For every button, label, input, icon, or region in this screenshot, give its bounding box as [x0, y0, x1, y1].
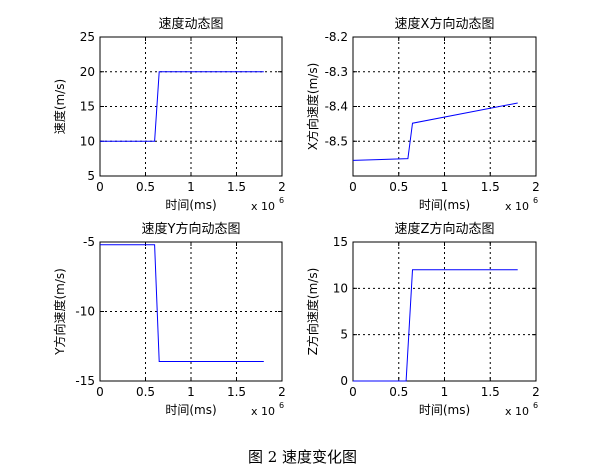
- y-axis-label: Z方向速度(m/s): [305, 268, 320, 356]
- y-tick-label: 25: [80, 30, 95, 44]
- x-tick-label: 1: [441, 385, 449, 399]
- x-tick-label: 0: [96, 385, 104, 399]
- x-exponent-label: x 10: [505, 200, 529, 213]
- x-axis-label: 时间(ms): [419, 198, 470, 212]
- x-exponent-power: 6: [279, 196, 284, 205]
- series-line-1: [353, 269, 518, 382]
- x-tick-label: 1: [187, 385, 195, 399]
- series-line-1: [100, 244, 264, 362]
- chart-title: 速度X方向动态图: [395, 16, 495, 32]
- y-axis-label: Y方向速度(m/s): [52, 268, 67, 356]
- y-tick-label: 15: [80, 100, 95, 114]
- x-tick-label: 1.5: [227, 385, 246, 399]
- x-tick-label: 1.5: [481, 180, 500, 194]
- x-tick-label: 0.5: [136, 385, 155, 399]
- x-axis-label: 时间(ms): [419, 403, 470, 417]
- x-exponent-power: 6: [279, 401, 284, 410]
- x-tick-label: 2: [278, 385, 286, 399]
- y-axis-label: 速度(m/s): [52, 79, 67, 134]
- y-tick-label: -5: [83, 235, 95, 249]
- x-exponent-label: x 10: [251, 200, 275, 213]
- y-tick-label: -8.5: [325, 134, 348, 148]
- x-tick-label: 2: [532, 180, 540, 194]
- x-exponent-label: x 10: [505, 405, 529, 418]
- y-axis-label: X方向速度(m/s): [305, 63, 320, 151]
- y-tick-label: 10: [80, 134, 95, 148]
- y-tick-label: -10: [75, 305, 95, 319]
- x-tick-label: 2: [278, 180, 286, 194]
- x-tick-label: 1: [187, 180, 195, 194]
- x-axis-label: 时间(ms): [165, 403, 216, 417]
- y-tick-label: 20: [80, 65, 95, 79]
- chart-title: 速度Z方向动态图: [395, 221, 495, 237]
- y-tick-label: 15: [333, 235, 348, 249]
- x-exponent-power: 6: [533, 401, 538, 410]
- x-axis-label: 时间(ms): [165, 198, 216, 212]
- figure-caption: 图 2 速度变化图: [247, 448, 358, 466]
- chart-title: 速度Y方向动态图: [142, 221, 241, 237]
- y-tick-label: -8.4: [325, 100, 348, 114]
- x-exponent-label: x 10: [251, 405, 275, 418]
- x-tick-label: 1: [441, 180, 449, 194]
- x-exponent-power: 6: [533, 196, 538, 205]
- series-line-1: [100, 71, 264, 142]
- x-tick-label: 0.5: [389, 180, 408, 194]
- y-tick-label: -8.2: [325, 30, 348, 44]
- x-tick-label: 0: [349, 385, 357, 399]
- series-line-1: [352, 102, 518, 161]
- x-tick-label: 1.5: [481, 385, 500, 399]
- x-tick-label: 1.5: [227, 180, 246, 194]
- y-tick-label: -15: [75, 374, 95, 388]
- x-tick-label: 0.5: [136, 180, 155, 194]
- y-tick-label: 10: [333, 281, 348, 295]
- chart-title: 速度动态图: [158, 16, 223, 32]
- x-tick-label: 0: [349, 180, 357, 194]
- y-tick-label: 5: [340, 328, 348, 342]
- y-tick-label: -8.3: [325, 65, 348, 79]
- y-tick-label: 0: [340, 374, 348, 388]
- x-tick-label: 0.5: [389, 385, 408, 399]
- x-tick-label: 2: [532, 385, 540, 399]
- x-tick-label: 0: [96, 180, 104, 194]
- y-tick-label: 5: [87, 169, 95, 183]
